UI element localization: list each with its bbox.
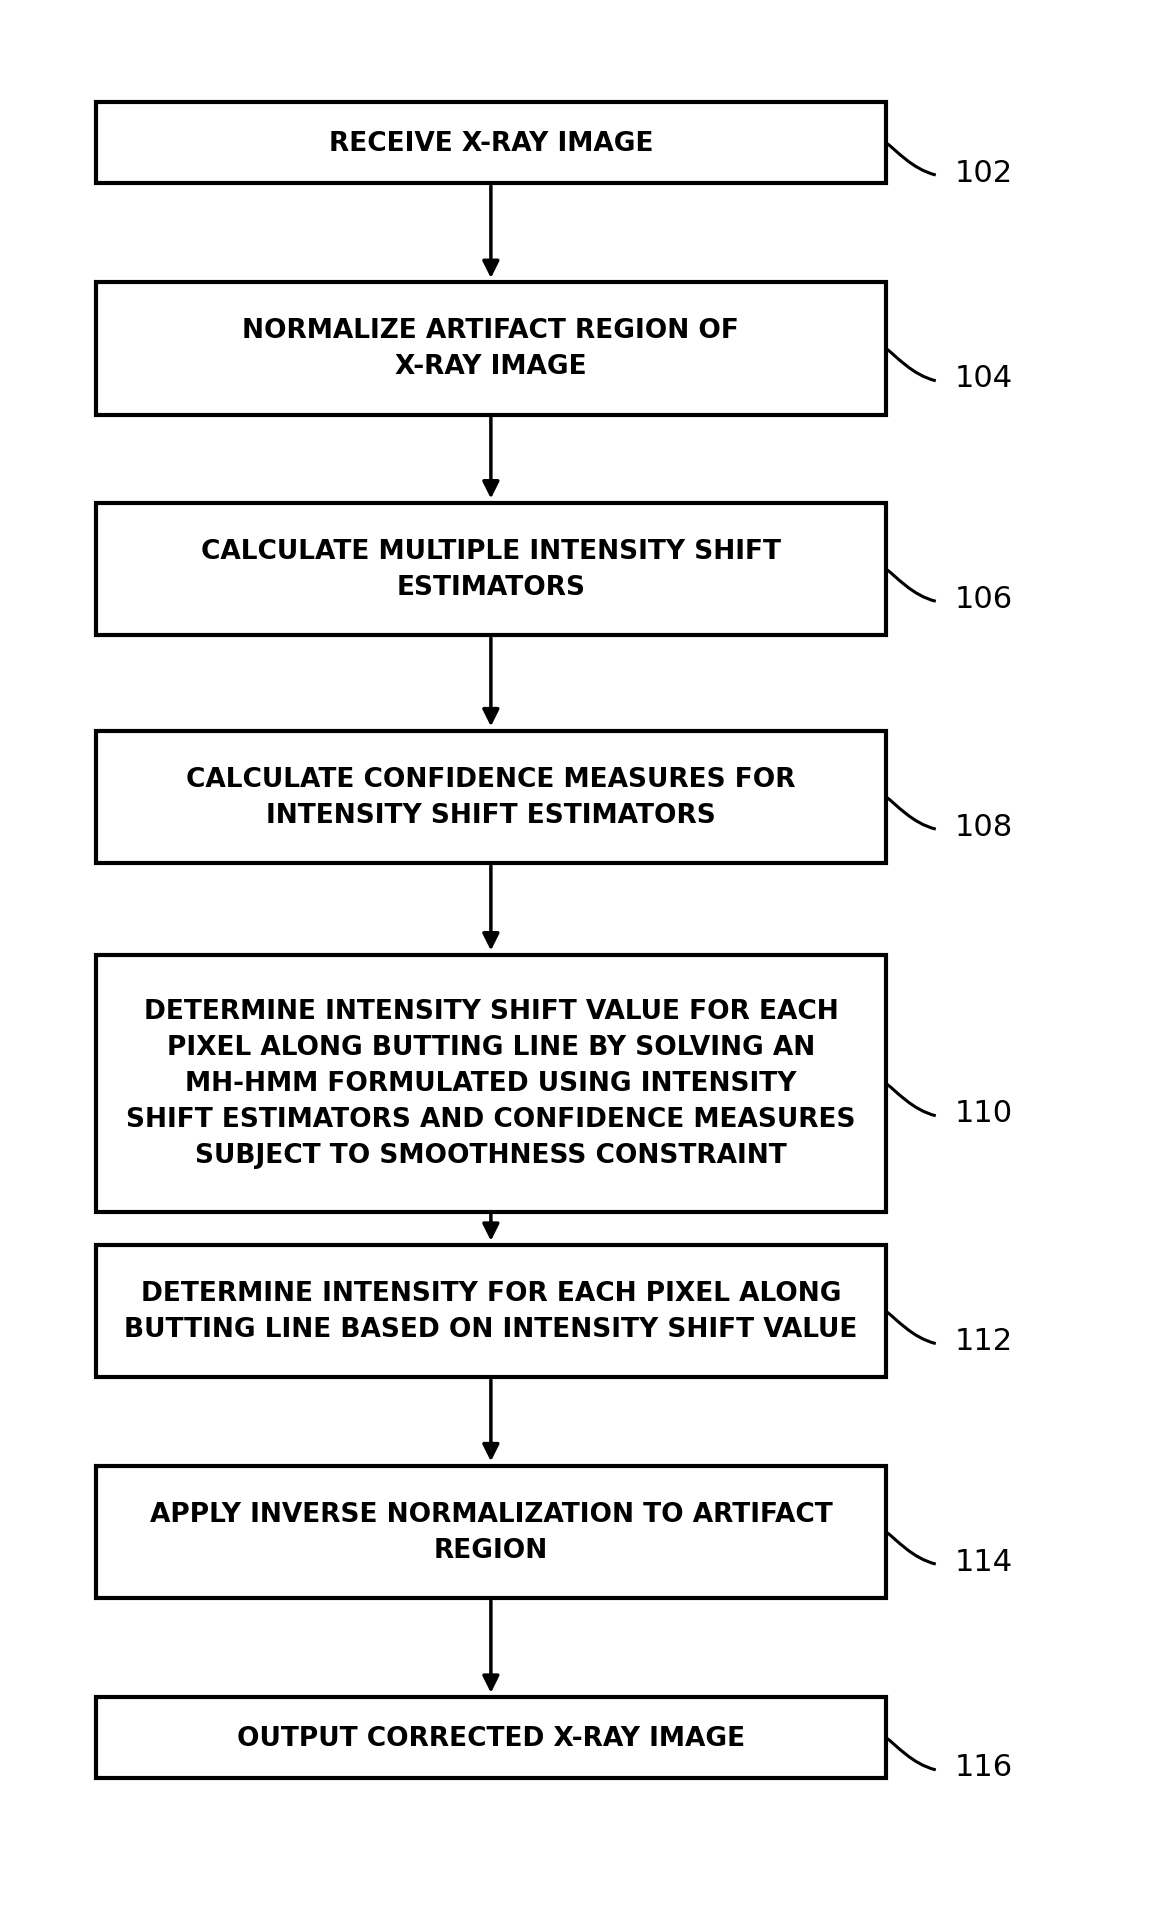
Text: DETERMINE INTENSITY FOR EACH PIXEL ALONG
BUTTING LINE BASED ON INTENSITY SHIFT V: DETERMINE INTENSITY FOR EACH PIXEL ALONG…	[125, 1281, 857, 1342]
Bar	[96, 1465, 886, 1598]
Text: 106: 106	[954, 585, 1013, 613]
Text: 102: 102	[954, 158, 1013, 187]
Text: CALCULATE CONFIDENCE MEASURES FOR
INTENSITY SHIFT ESTIMATORS: CALCULATE CONFIDENCE MEASURES FOR INTENS…	[186, 767, 796, 829]
Bar	[96, 504, 886, 637]
Text: DETERMINE INTENSITY SHIFT VALUE FOR EACH
PIXEL ALONG BUTTING LINE BY SOLVING AN
: DETERMINE INTENSITY SHIFT VALUE FOR EACH…	[126, 998, 856, 1169]
Text: APPLY INVERSE NORMALIZATION TO ARTIFACT
REGION: APPLY INVERSE NORMALIZATION TO ARTIFACT …	[149, 1502, 833, 1563]
Text: 104: 104	[954, 363, 1013, 392]
Text: 114: 114	[954, 1546, 1013, 1575]
Text: 116: 116	[954, 1752, 1013, 1781]
Bar	[96, 104, 886, 185]
Text: 112: 112	[954, 1327, 1013, 1356]
Text: CALCULATE MULTIPLE INTENSITY SHIFT
ESTIMATORS: CALCULATE MULTIPLE INTENSITY SHIFT ESTIM…	[201, 538, 781, 600]
Text: OUTPUT CORRECTED X-RAY IMAGE: OUTPUT CORRECTED X-RAY IMAGE	[237, 1725, 745, 1750]
Text: NORMALIZE ARTIFACT REGION OF
X-RAY IMAGE: NORMALIZE ARTIFACT REGION OF X-RAY IMAGE	[243, 319, 739, 381]
Bar	[96, 1698, 886, 1779]
Bar	[96, 283, 886, 415]
Text: RECEIVE X-RAY IMAGE: RECEIVE X-RAY IMAGE	[329, 131, 653, 156]
Bar	[96, 731, 886, 863]
Bar	[96, 956, 886, 1211]
Bar	[96, 1246, 886, 1377]
Text: 108: 108	[954, 812, 1013, 840]
Text: 110: 110	[954, 1098, 1013, 1127]
